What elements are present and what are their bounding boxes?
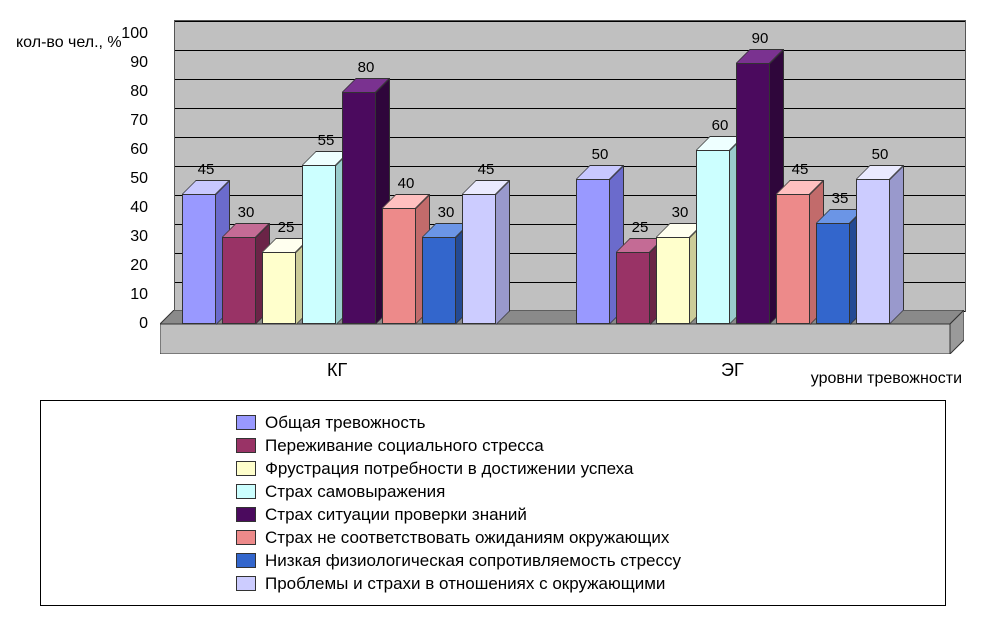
bar-front bbox=[696, 150, 730, 324]
bar-front bbox=[576, 179, 610, 324]
y-tick-label: 30 bbox=[130, 228, 148, 246]
legend: Общая тревожность Переживание социальног… bbox=[40, 400, 946, 606]
legend-label: Проблемы и страхи в отношениях с окружаю… bbox=[265, 572, 665, 595]
y-tick-label: 70 bbox=[130, 112, 148, 130]
y-tick-label: 20 bbox=[130, 257, 148, 275]
legend-item: Фрустрация потребности в достижении успе… bbox=[236, 457, 921, 480]
bar-front bbox=[656, 237, 690, 324]
y-tick-label: 0 bbox=[139, 315, 148, 333]
legend-swatch bbox=[236, 484, 256, 499]
legend-swatch bbox=[236, 507, 256, 522]
y-tick-label: 60 bbox=[130, 141, 148, 159]
bar-value-label: 90 bbox=[736, 30, 784, 47]
legend-label: Общая тревожность bbox=[265, 411, 426, 434]
legend-item: Страх ситуации проверки знаний bbox=[236, 503, 921, 526]
legend-swatch bbox=[236, 576, 256, 591]
bar-front bbox=[342, 92, 376, 324]
legend-label: Переживание социального стресса bbox=[265, 434, 544, 457]
bar-front bbox=[776, 194, 810, 325]
figure: кол-во чел., % 0 10 20 30 40 50 60 70 80 90 100 45… bbox=[0, 0, 986, 618]
y-tick-label: 100 bbox=[121, 25, 148, 43]
bar-front bbox=[616, 252, 650, 325]
legend-swatch bbox=[236, 553, 256, 568]
bar-front bbox=[262, 252, 296, 325]
y-tick-label: 90 bbox=[130, 54, 148, 72]
category-label: КГ bbox=[327, 360, 347, 381]
bar-value-label: 50 bbox=[856, 146, 904, 163]
bars-layer: 45 30 25 55 80 40 bbox=[160, 20, 964, 354]
bar-value-label: 25 bbox=[616, 219, 664, 236]
bar-front bbox=[816, 223, 850, 325]
legend-swatch bbox=[236, 461, 256, 476]
legend-item: Страх самовыражения bbox=[236, 480, 921, 503]
legend-item: Общая тревожность bbox=[236, 411, 921, 434]
chart: 0102030405060708090100 45 30 25 55 bbox=[160, 20, 964, 354]
bar-front bbox=[222, 237, 256, 324]
bar-value-label: 40 bbox=[382, 175, 430, 192]
legend-label: Низкая физиологическая сопротивляемость … bbox=[265, 549, 681, 572]
x-axis-title: уровни тревожности bbox=[811, 370, 962, 388]
legend-item: Проблемы и страхи в отношениях с окружаю… bbox=[236, 572, 921, 595]
legend-item: Страх не соответствовать ожиданиям окруж… bbox=[236, 526, 921, 549]
legend-label: Фрустрация потребности в достижении успе… bbox=[265, 457, 633, 480]
y-tick-label: 80 bbox=[130, 83, 148, 101]
legend-item: Переживание социального стресса bbox=[236, 434, 921, 457]
bar-value-label: 45 bbox=[776, 161, 824, 178]
bar-side bbox=[890, 165, 904, 324]
bar-value-label: 45 bbox=[462, 161, 510, 178]
bar-front bbox=[422, 237, 456, 324]
bar-front bbox=[302, 165, 336, 325]
bar-front bbox=[382, 208, 416, 324]
bar-value-label: 50 bbox=[576, 146, 624, 163]
bar-value-label: 80 bbox=[342, 59, 390, 76]
y-axis-title: кол-во чел., % bbox=[16, 34, 122, 52]
legend-swatch bbox=[236, 530, 256, 545]
bar-front bbox=[856, 179, 890, 324]
y-tick-label: 40 bbox=[130, 199, 148, 217]
bar-side bbox=[496, 180, 510, 325]
bar-value-label: 45 bbox=[182, 161, 230, 178]
legend-label: Страх не соответствовать ожиданиям окруж… bbox=[265, 526, 669, 549]
bar-front bbox=[462, 194, 496, 325]
category-label: ЭГ bbox=[721, 360, 744, 381]
y-tick-label: 50 bbox=[130, 170, 148, 188]
legend-swatch bbox=[236, 438, 256, 453]
y-tick-label: 10 bbox=[130, 286, 148, 304]
legend-item: Низкая физиологическая сопротивляемость … bbox=[236, 549, 921, 572]
bar-front bbox=[182, 194, 216, 325]
legend-swatch bbox=[236, 415, 256, 430]
legend-label: Страх ситуации проверки знаний bbox=[265, 503, 527, 526]
legend-label: Страх самовыражения bbox=[265, 480, 445, 503]
bar-front bbox=[736, 63, 770, 324]
